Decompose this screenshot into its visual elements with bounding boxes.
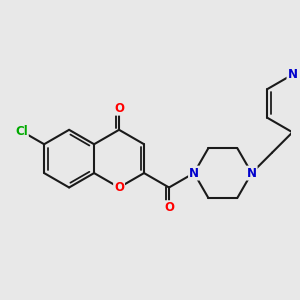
Text: N: N <box>189 167 199 180</box>
Text: O: O <box>114 181 124 194</box>
Text: Cl: Cl <box>15 125 28 139</box>
Text: N: N <box>287 68 298 81</box>
Text: O: O <box>114 102 124 115</box>
Text: O: O <box>164 201 174 214</box>
Text: N: N <box>247 167 257 180</box>
